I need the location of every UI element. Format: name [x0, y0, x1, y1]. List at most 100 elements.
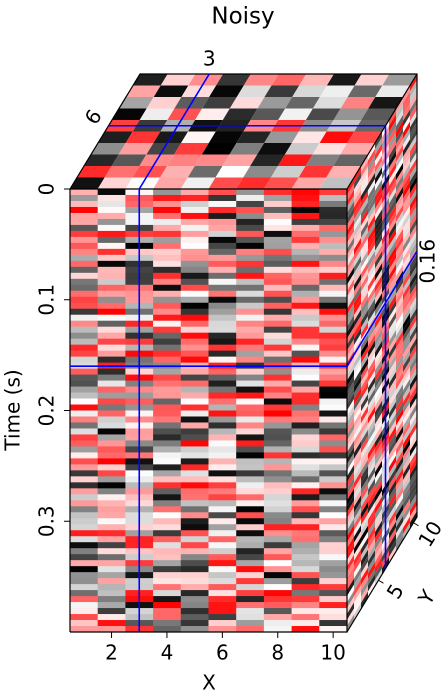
noise-cell — [319, 536, 348, 543]
noise-cell — [410, 271, 417, 290]
noise-cell — [410, 487, 417, 505]
noise-cell — [153, 314, 182, 322]
noise-cell — [403, 342, 410, 361]
noise-cell — [180, 494, 209, 501]
noise-cell — [347, 458, 354, 477]
noise-cell — [153, 254, 182, 262]
noise-cell — [403, 414, 410, 433]
noise-cell — [389, 312, 396, 330]
noise-cell — [133, 74, 168, 86]
noise-cell — [180, 566, 209, 573]
noise-cell — [396, 384, 403, 402]
noise-cell — [119, 97, 154, 109]
noise-cell — [97, 212, 126, 220]
noise-cell — [180, 266, 209, 274]
noise-cell — [236, 452, 265, 459]
noise-cell — [263, 290, 293, 298]
noise-cell — [347, 506, 354, 525]
noise-cell — [389, 264, 396, 282]
noise-cell — [396, 108, 403, 127]
noise-cell — [70, 254, 99, 262]
noise-cell — [208, 554, 237, 561]
noise-cell — [396, 312, 403, 330]
noise-cell — [180, 536, 209, 543]
noise-cell — [368, 143, 375, 161]
noise-cell — [361, 453, 368, 472]
noise-cell — [347, 231, 354, 249]
noise-cell — [263, 314, 293, 322]
noise-cell — [270, 166, 306, 178]
noise-cell — [347, 614, 354, 632]
noise-cell — [319, 278, 348, 286]
noise-cell — [375, 317, 382, 335]
noise-cell — [389, 473, 396, 492]
noise-cell — [354, 249, 361, 268]
noise-cell — [263, 590, 293, 597]
noise-cell — [180, 464, 209, 471]
noise-cell — [70, 452, 99, 459]
noise-cell — [236, 302, 265, 310]
noise-cell — [97, 326, 126, 334]
noise-cell — [361, 501, 368, 520]
noise-cell — [97, 278, 126, 286]
noise-cell — [361, 352, 368, 370]
noise-cell — [236, 374, 265, 382]
noise-cell — [291, 518, 320, 525]
noise-cell — [208, 494, 237, 501]
noise-cell — [319, 260, 348, 268]
noise-cell — [396, 432, 403, 450]
noise-cell — [368, 574, 375, 592]
noise-cell — [70, 242, 99, 250]
noise-cell — [396, 150, 403, 169]
noise-cell — [410, 331, 417, 349]
noise-cell — [396, 258, 403, 277]
noise-cell — [319, 458, 348, 465]
noise-cell — [180, 374, 209, 382]
noise-cell — [236, 392, 265, 400]
noise-cell — [410, 511, 417, 529]
noise-cell — [368, 160, 375, 179]
noise-cell — [410, 457, 417, 475]
noise-cell — [347, 399, 354, 417]
noise-cell — [410, 103, 417, 122]
noise-cell — [153, 272, 182, 280]
noise-cell — [97, 524, 126, 531]
noise-cell — [236, 230, 265, 238]
noise-cell — [347, 464, 354, 483]
noise-cell — [263, 332, 293, 340]
noise-cell — [354, 327, 361, 346]
noise-cell — [291, 200, 320, 208]
noise-cell — [263, 398, 293, 406]
noise-cell — [410, 241, 417, 260]
noise-cell — [208, 488, 237, 495]
noise-cell — [361, 405, 368, 424]
noise-cell — [236, 320, 265, 328]
noise-cell — [208, 278, 237, 286]
noise-cell — [354, 309, 361, 328]
noise-cell — [292, 85, 327, 97]
noise-cell — [263, 608, 293, 615]
noise-cell — [319, 272, 348, 280]
noise-cell — [410, 415, 417, 433]
noise-cell — [375, 131, 382, 149]
noise-cell — [236, 350, 265, 358]
noise-cell — [97, 566, 126, 573]
noise-cell — [389, 318, 396, 336]
noise-cell — [389, 353, 396, 372]
noise-cell — [263, 524, 293, 531]
noise-cell — [208, 212, 237, 220]
noise-cell — [180, 458, 209, 465]
noise-cell — [236, 326, 265, 334]
noise-cell — [347, 195, 354, 213]
noise-cell — [319, 212, 348, 220]
noise-cell — [375, 412, 382, 431]
noise-cell — [209, 85, 244, 97]
noise-cell — [236, 464, 265, 471]
noise-cell — [291, 554, 320, 561]
noise-cell — [368, 550, 375, 568]
noise-cell — [375, 532, 382, 551]
noise-cell — [236, 584, 265, 591]
noise-cell — [97, 194, 126, 202]
noise-cell — [250, 154, 285, 166]
noise-cell — [403, 301, 410, 319]
